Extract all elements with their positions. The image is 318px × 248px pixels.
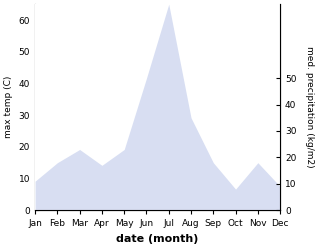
X-axis label: date (month): date (month) [116, 234, 199, 244]
Y-axis label: med. precipitation (kg/m2): med. precipitation (kg/m2) [305, 46, 314, 168]
Y-axis label: max temp (C): max temp (C) [4, 76, 13, 138]
